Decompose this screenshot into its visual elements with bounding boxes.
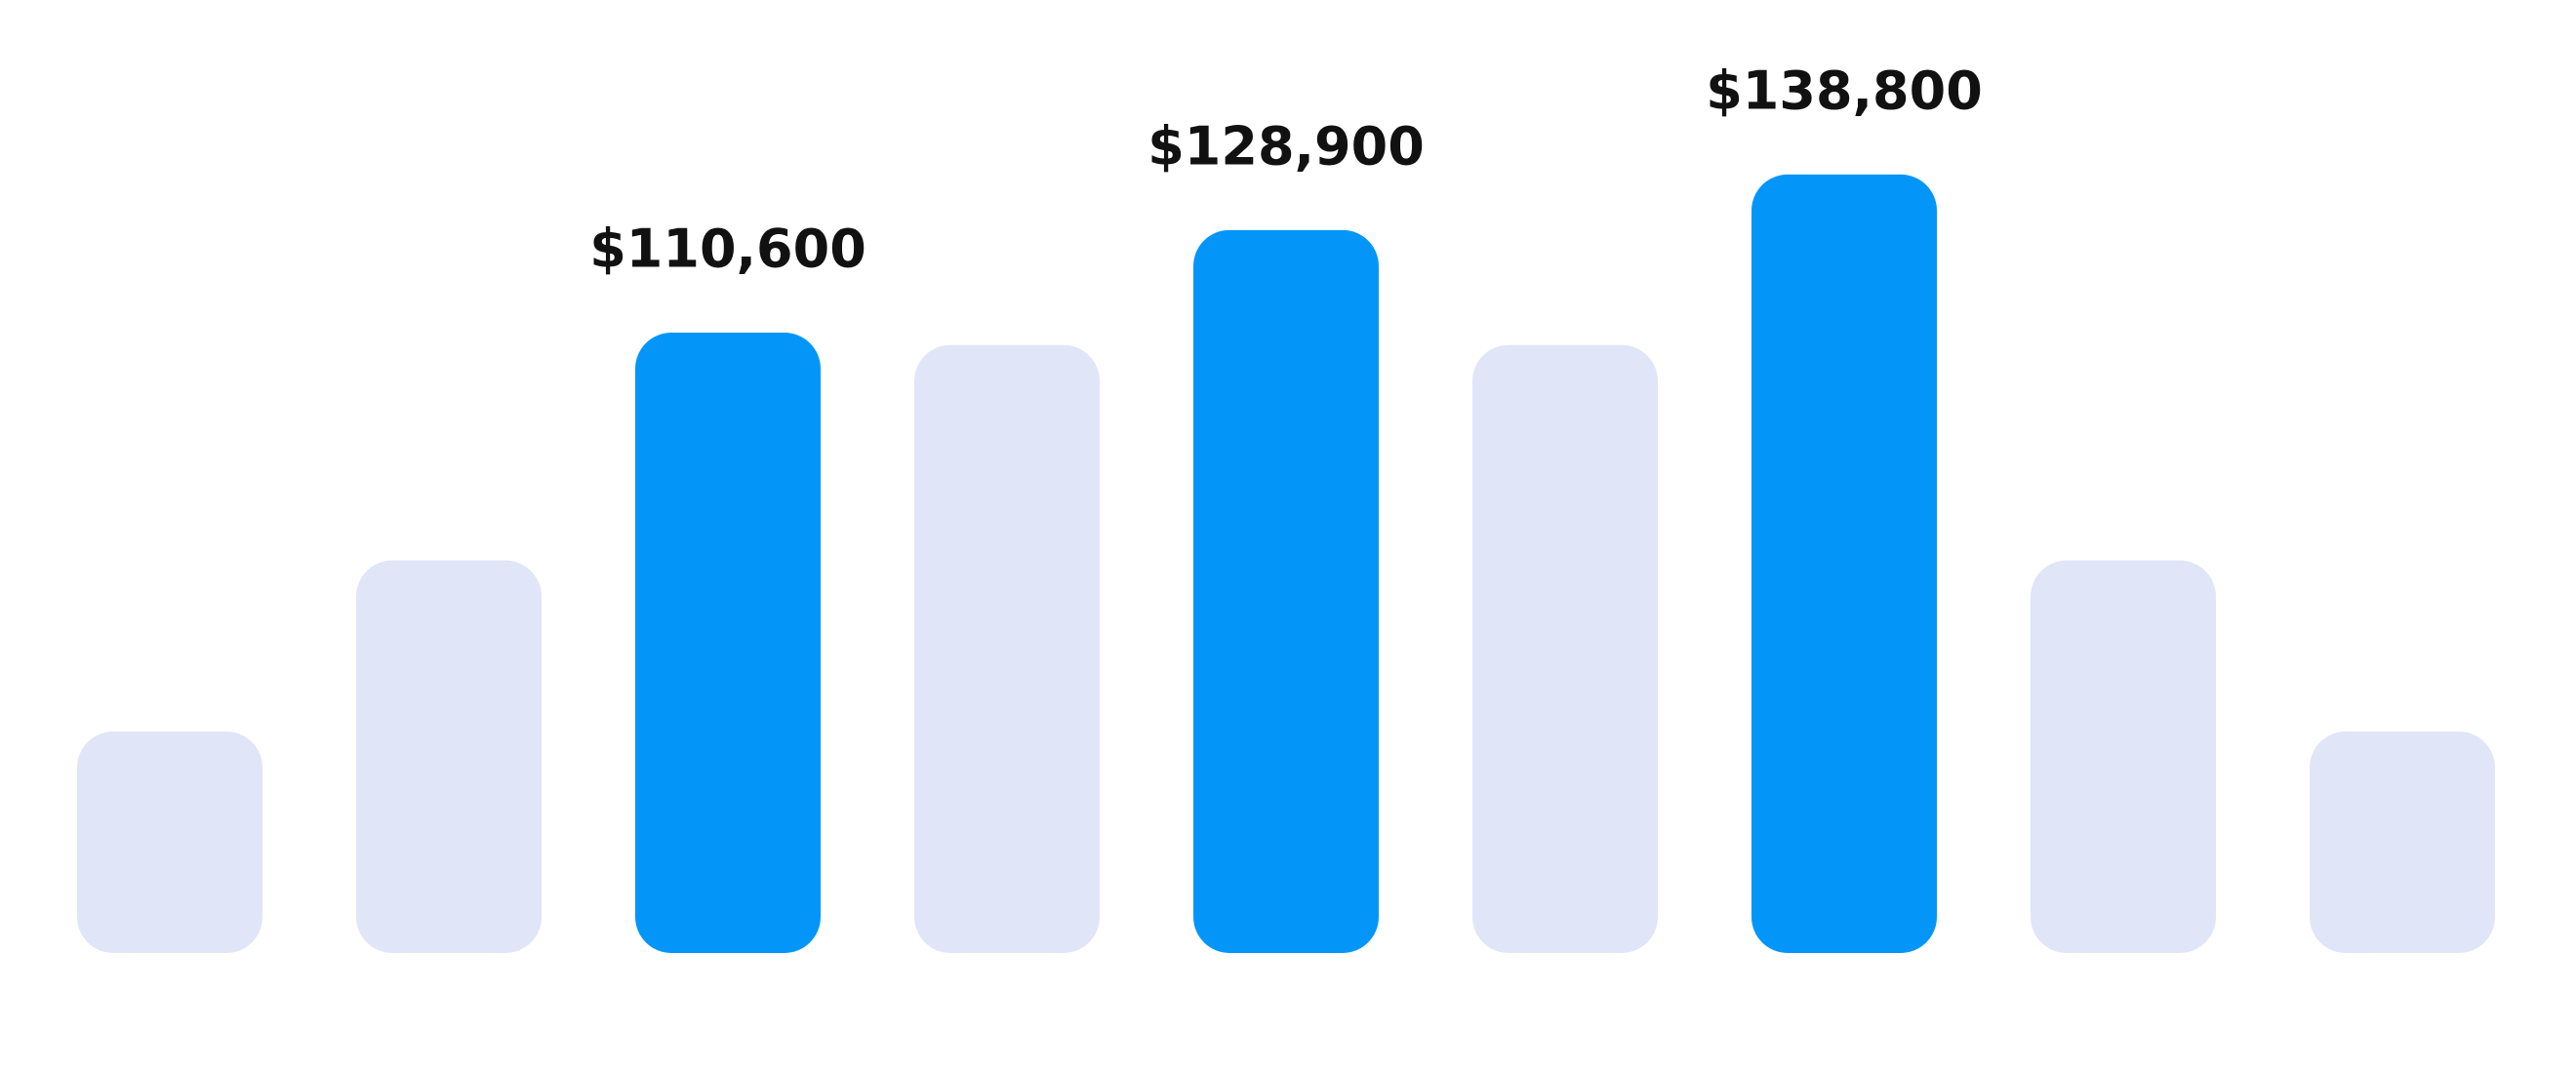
value-label: $138,800 <box>1706 60 1983 122</box>
bar <box>1472 344 1658 953</box>
value-label: $110,600 <box>589 219 866 280</box>
bar <box>356 560 542 953</box>
bar <box>77 731 262 953</box>
bar <box>635 333 821 953</box>
bar <box>2310 731 2495 953</box>
bar <box>1751 174 1937 953</box>
bar <box>914 344 1100 953</box>
value-label: $128,900 <box>1147 115 1425 177</box>
bar <box>1193 229 1379 953</box>
bar <box>2031 560 2216 953</box>
